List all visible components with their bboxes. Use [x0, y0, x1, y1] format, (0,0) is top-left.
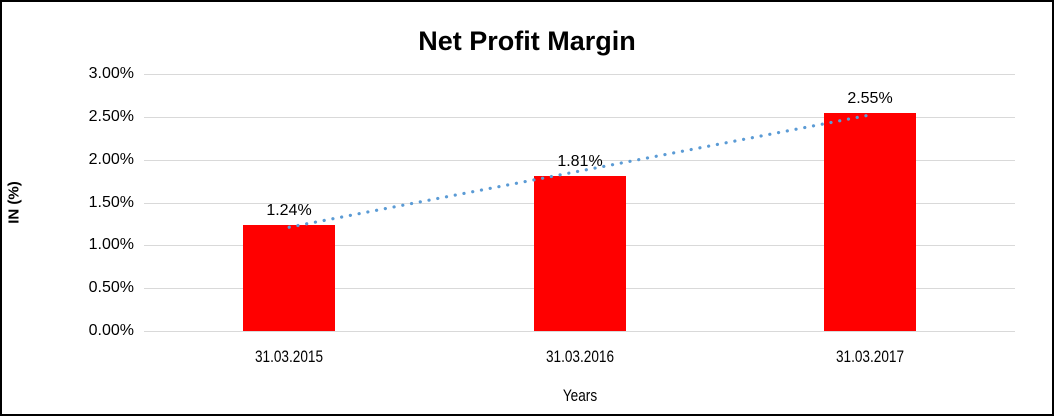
- bar-31.03.2017: [824, 113, 916, 331]
- x-tick-label: 31.03.2015: [254, 347, 324, 366]
- bar-31.03.2015: [243, 225, 335, 331]
- y-tick-label: 0.00%: [88, 322, 134, 339]
- trendline-layer: [287, 113, 872, 229]
- gridline: [144, 117, 1015, 118]
- gridline: [144, 331, 1015, 332]
- bar-value-label: 1.24%: [266, 202, 312, 219]
- y-tick-label: 0.50%: [88, 279, 134, 296]
- chart-title: Net Profit Margin: [418, 26, 636, 56]
- y-tick-label: 1.00%: [88, 236, 134, 253]
- x-axis-title: Years: [562, 386, 598, 405]
- plot-area: [144, 74, 1015, 332]
- x-tick-label: 31.03.2017: [835, 347, 905, 366]
- trendline: [287, 113, 872, 229]
- x-tick-label: 31.03.2016: [545, 347, 615, 366]
- y-axis-title: IN (%): [5, 181, 23, 224]
- bar-31.03.2016: [534, 176, 626, 331]
- y-tick-label: 3.00%: [88, 65, 134, 82]
- bar-value-label: 2.55%: [847, 90, 893, 107]
- y-tick-label: 2.00%: [88, 151, 134, 168]
- gridline: [144, 74, 1015, 75]
- gridline: [144, 160, 1015, 161]
- y-tick-label: 2.50%: [88, 108, 134, 125]
- y-tick-label: 1.50%: [88, 194, 134, 211]
- bar-value-label: 1.81%: [557, 153, 603, 170]
